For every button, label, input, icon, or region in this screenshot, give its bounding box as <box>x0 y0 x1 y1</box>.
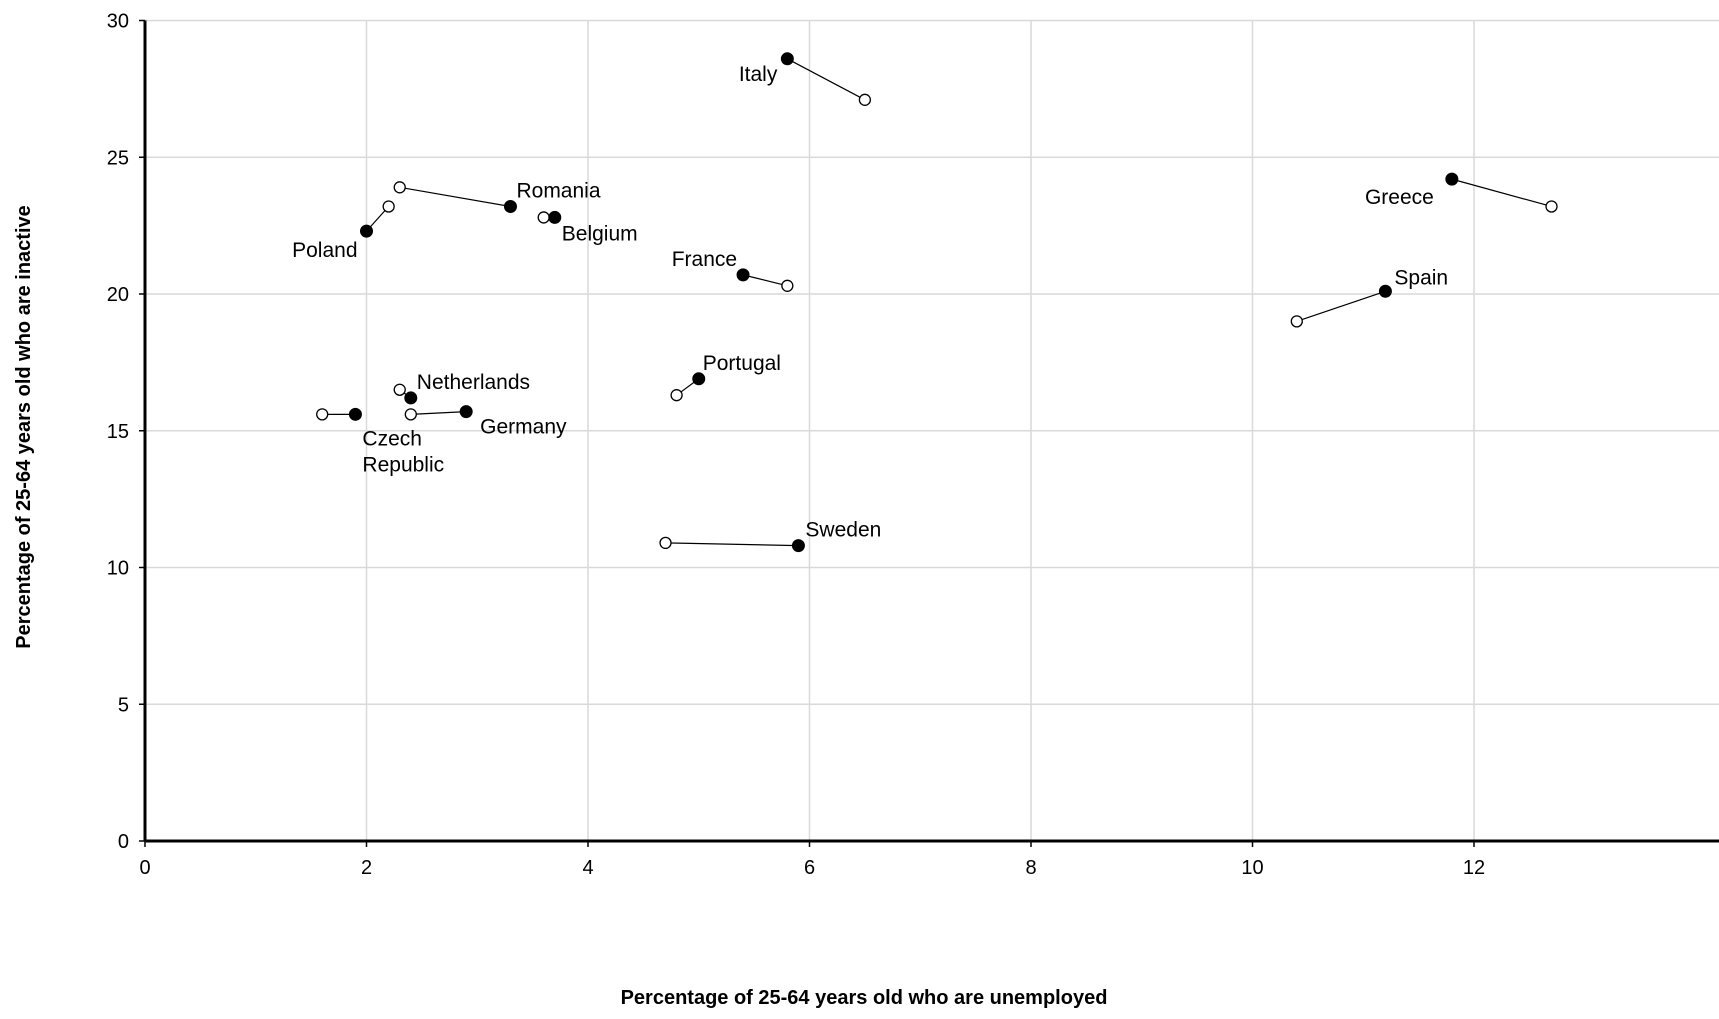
filled-marker <box>548 210 562 224</box>
country-spain: Spain <box>1290 266 1448 328</box>
connector-line <box>410 411 467 415</box>
y-tick-label: 25 <box>107 147 129 169</box>
country-czech-republic: Czech Republic <box>316 407 444 476</box>
axes <box>139 19 1719 847</box>
x-axis-title: Percentage of 25-64 years old who are un… <box>621 987 1108 1009</box>
country-netherlands: Netherlands <box>393 371 530 405</box>
point-label: Italy <box>739 63 778 86</box>
point-label: France <box>672 248 737 271</box>
point-label: Sweden <box>805 519 881 542</box>
open-marker <box>404 408 417 421</box>
filled-marker <box>1445 172 1459 186</box>
filled-marker <box>780 52 794 66</box>
y-tick-label: 0 <box>118 831 129 853</box>
point-label: Netherlands <box>417 371 530 394</box>
gridlines <box>145 19 1719 841</box>
country-sweden: Sweden <box>659 519 881 553</box>
country-portugal: Portugal <box>670 352 781 402</box>
x-tick-label: 10 <box>1241 857 1263 879</box>
filled-marker <box>404 391 418 405</box>
open-marker <box>1545 200 1558 213</box>
filled-marker <box>503 199 517 213</box>
point-label-line: Republic <box>362 453 444 476</box>
point-label: Czech Republic <box>362 427 444 476</box>
connector-line <box>787 58 866 101</box>
country-romania: Romania <box>393 179 601 213</box>
data-series: Italy Romania Poland Belgium France Greece Spa… <box>292 52 1558 553</box>
x-tick-label: 8 <box>1025 857 1036 879</box>
connector-line <box>742 274 788 287</box>
tick-labels: 0 2 4 6 8 10 12 0 5 10 15 20 25 30 <box>107 11 1485 880</box>
open-marker <box>316 408 329 421</box>
open-marker <box>858 93 872 106</box>
open-marker <box>393 383 406 396</box>
x-tick-label: 4 <box>582 857 593 879</box>
point-label: Germany <box>480 416 567 439</box>
y-tick-label: 5 <box>118 694 129 716</box>
country-germany: Germany <box>404 405 567 439</box>
point-label: Romania <box>516 179 600 202</box>
x-tick-label: 12 <box>1463 857 1485 879</box>
y-tick-label: 10 <box>107 558 129 580</box>
open-marker <box>1290 315 1303 328</box>
open-marker <box>781 279 794 292</box>
open-marker <box>382 200 395 213</box>
country-poland: Poland <box>292 200 395 262</box>
connector-line <box>1296 290 1386 322</box>
open-marker <box>537 211 550 224</box>
filled-marker <box>348 407 362 421</box>
y-tick-label: 15 <box>107 421 129 443</box>
country-france: France <box>672 248 794 292</box>
connector-line <box>665 542 799 547</box>
country-italy: Italy <box>739 52 872 106</box>
filled-marker <box>791 539 805 553</box>
point-label: Belgium <box>562 222 638 245</box>
open-marker <box>670 389 683 402</box>
filled-marker <box>736 268 750 282</box>
point-label: Portugal <box>703 352 781 375</box>
y-tick-label: 20 <box>107 284 129 306</box>
filled-marker <box>360 224 373 238</box>
point-label: Greece <box>1365 186 1434 209</box>
y-axis-title: Percentage of 25-64 years old who are in… <box>13 205 35 649</box>
filled-marker <box>459 405 473 419</box>
x-tick-label: 6 <box>804 857 815 879</box>
open-marker <box>659 536 672 550</box>
point-label-line: Czech <box>362 427 422 450</box>
x-tick-label: 2 <box>361 857 372 879</box>
y-tick-label: 30 <box>107 11 129 33</box>
filled-marker <box>1378 284 1392 298</box>
country-belgium: Belgium <box>537 210 638 245</box>
connector-line <box>399 186 511 208</box>
point-label: Spain <box>1394 266 1448 289</box>
country-greece: Greece <box>1365 172 1558 213</box>
connector-line <box>1451 178 1552 208</box>
filled-marker <box>692 372 706 386</box>
point-label: Poland <box>292 239 357 262</box>
open-marker <box>393 181 406 194</box>
x-tick-label: 0 <box>139 857 150 879</box>
